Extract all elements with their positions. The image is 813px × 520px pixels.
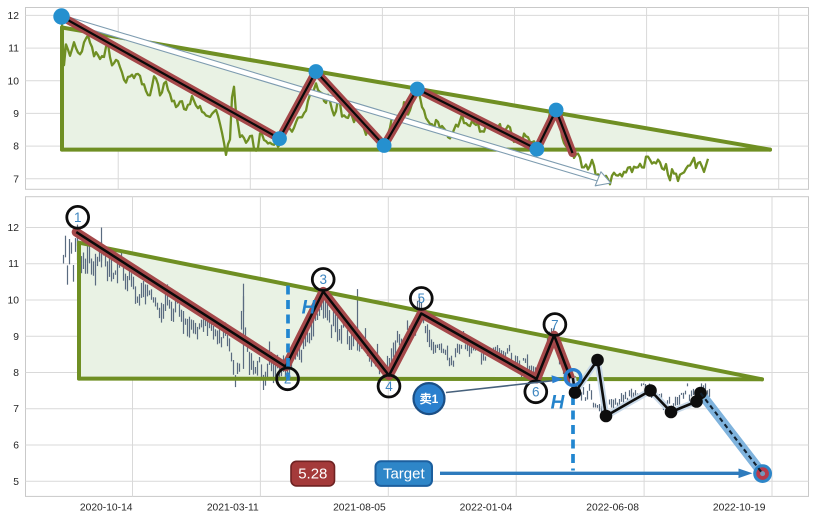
svg-text:7: 7 (13, 404, 19, 415)
svg-text:11: 11 (8, 259, 19, 270)
svg-text:2020-10-14: 2020-10-14 (80, 503, 133, 514)
svg-text:H: H (302, 298, 317, 319)
svg-text:6: 6 (13, 441, 19, 452)
svg-text:H: H (551, 393, 566, 414)
svg-text:2022-06-08: 2022-06-08 (586, 503, 639, 514)
svg-text:11: 11 (8, 44, 19, 55)
svg-text:7: 7 (13, 174, 19, 185)
svg-text:1: 1 (74, 210, 82, 225)
svg-text:2022-01-04: 2022-01-04 (460, 503, 513, 514)
svg-text:9: 9 (13, 109, 19, 120)
svg-text:8: 8 (13, 142, 19, 153)
svg-text:5: 5 (418, 291, 426, 306)
svg-text:3: 3 (319, 272, 327, 287)
svg-text:7: 7 (551, 317, 559, 332)
svg-text:Target: Target (383, 466, 426, 483)
svg-text:8: 8 (13, 368, 19, 379)
svg-text:10: 10 (8, 76, 20, 87)
svg-text:4: 4 (385, 379, 393, 394)
svg-text:2: 2 (284, 372, 292, 387)
svg-text:2021-08-05: 2021-08-05 (333, 503, 386, 514)
svg-text:2021-03-11: 2021-03-11 (207, 503, 259, 514)
svg-text:12: 12 (8, 223, 20, 234)
svg-text:5: 5 (13, 477, 19, 488)
svg-text:6: 6 (532, 385, 540, 400)
svg-text:10: 10 (8, 296, 20, 307)
svg-text:12: 12 (8, 11, 20, 22)
svg-text:9: 9 (13, 332, 19, 343)
svg-text:5.28: 5.28 (298, 466, 327, 483)
svg-text:2022-10-19: 2022-10-19 (713, 503, 766, 514)
svg-text:卖1: 卖1 (420, 391, 439, 406)
